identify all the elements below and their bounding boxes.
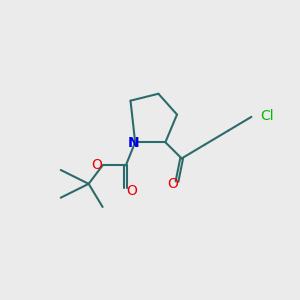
Text: N: N (128, 136, 140, 150)
Text: O: O (167, 177, 178, 191)
Text: Cl: Cl (261, 109, 274, 123)
Text: O: O (91, 158, 102, 172)
Text: O: O (126, 184, 137, 198)
